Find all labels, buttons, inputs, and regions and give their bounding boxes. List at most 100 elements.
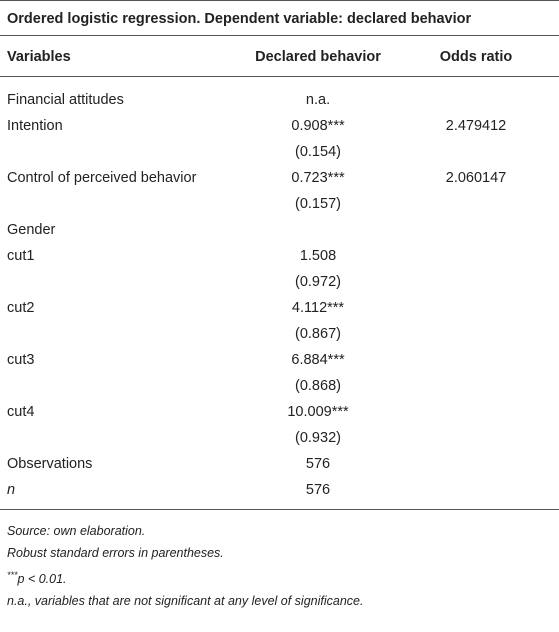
table-row: (0.868) bbox=[0, 373, 559, 399]
cell-text: 10.009*** bbox=[287, 404, 349, 420]
table-cell bbox=[393, 295, 559, 321]
table-row: (0.972) bbox=[0, 269, 559, 295]
table-row: cut3 6.884*** bbox=[0, 347, 559, 373]
table-cell: 0.723*** bbox=[243, 165, 393, 191]
cell-text: 2.479412 bbox=[445, 118, 507, 134]
table-row: Gender bbox=[0, 217, 559, 243]
column-header: Odds ratio bbox=[439, 49, 513, 65]
table-cell bbox=[0, 269, 243, 295]
table-cell: 6.884*** bbox=[243, 347, 393, 373]
table-cell: Gender bbox=[0, 217, 243, 243]
cell-text: Intention bbox=[7, 118, 63, 134]
table-cell bbox=[393, 269, 559, 295]
table-cell: Intention bbox=[0, 113, 243, 139]
cell-text: 4.112*** bbox=[291, 300, 345, 316]
footnote-text: n.a., variables that are not significant… bbox=[7, 594, 364, 609]
table-cell: n bbox=[0, 477, 243, 510]
table-title: Ordered logistic regression. Dependent v… bbox=[0, 0, 559, 36]
table-cell: Observations bbox=[0, 451, 243, 477]
footnote-text: Robust standard errors in parentheses. bbox=[7, 546, 224, 560]
cell-text: (0.867) bbox=[295, 326, 341, 342]
footnotes: Source: own elaboration. Robust standard … bbox=[0, 510, 559, 612]
table-cell: n.a. bbox=[243, 77, 393, 114]
cell-text: Control of perceived behavior bbox=[7, 170, 197, 186]
table-cell bbox=[393, 191, 559, 217]
cell-text: Financial attitudes bbox=[7, 92, 124, 108]
table-row: (0.867) bbox=[0, 321, 559, 347]
cell-text: 0.723*** bbox=[291, 170, 345, 186]
footnote-text: p < 0.01. bbox=[17, 572, 67, 587]
table-cell: 0.908*** bbox=[243, 113, 393, 139]
table-cell bbox=[0, 139, 243, 165]
cell-text: n.a. bbox=[305, 92, 331, 108]
table: Variables Declared behavior Odds ratio Fin… bbox=[0, 36, 559, 510]
cell-text: (0.157) bbox=[295, 196, 341, 212]
table-cell: cut2 bbox=[0, 295, 243, 321]
table-cell: (0.154) bbox=[243, 139, 393, 165]
table-cell: 10.009*** bbox=[243, 399, 393, 425]
table-cell bbox=[393, 477, 559, 510]
table-cell bbox=[393, 217, 559, 243]
cell-text: cut4 bbox=[7, 404, 35, 420]
table-cell: 2.060147 bbox=[393, 165, 559, 191]
footnote: n.a., variables that are not significant… bbox=[7, 590, 559, 612]
table-cell bbox=[393, 139, 559, 165]
table-row: (0.157) bbox=[0, 191, 559, 217]
cell-text: 1.508 bbox=[299, 248, 337, 264]
cell-text: 576 bbox=[305, 456, 331, 472]
table-cell: (0.972) bbox=[243, 269, 393, 295]
table-cell bbox=[0, 425, 243, 451]
table-cell: (0.868) bbox=[243, 373, 393, 399]
cell-text: cut3 bbox=[7, 352, 35, 368]
table-cell: cut4 bbox=[0, 399, 243, 425]
cell-text: 0.908*** bbox=[291, 118, 345, 134]
column-header: Declared behavior bbox=[255, 49, 381, 65]
table-cell: (0.157) bbox=[243, 191, 393, 217]
table-row: Intention 0.908*** 2.479412 bbox=[0, 113, 559, 139]
column-header: Variables bbox=[7, 49, 71, 65]
table-cell: (0.932) bbox=[243, 425, 393, 451]
footnote: Robust standard errors in parentheses. bbox=[7, 542, 559, 564]
table-cell: 2.479412 bbox=[393, 113, 559, 139]
table-cell: cut1 bbox=[0, 243, 243, 269]
table-row: (0.154) bbox=[0, 139, 559, 165]
table-cell bbox=[393, 373, 559, 399]
cell-text: Gender bbox=[7, 222, 56, 238]
cell-text: cut2 bbox=[7, 300, 35, 316]
cell-text: (0.932) bbox=[295, 430, 341, 446]
table-row: cut2 4.112*** bbox=[0, 295, 559, 321]
table-cell bbox=[393, 243, 559, 269]
table-cell: Financial attitudes bbox=[0, 77, 243, 114]
footnote: Source: own elaboration. bbox=[7, 520, 559, 542]
footnote-text: Source: own elaboration. bbox=[7, 524, 146, 538]
table-cell bbox=[393, 425, 559, 451]
table-cell bbox=[393, 77, 559, 114]
footnote: ***p < 0.01. bbox=[7, 564, 559, 590]
table-cell bbox=[393, 399, 559, 425]
table-row: n 576 bbox=[0, 477, 559, 510]
table-cell bbox=[393, 451, 559, 477]
cell-text: (0.154) bbox=[295, 144, 341, 160]
table-cell: 576 bbox=[243, 477, 393, 510]
table-cell: 4.112*** bbox=[243, 295, 393, 321]
table-cell bbox=[0, 373, 243, 399]
cell-text: Observations bbox=[7, 456, 93, 472]
cell-text: n bbox=[7, 482, 16, 498]
footnote-superscript: *** bbox=[7, 570, 18, 580]
table-cell: cut3 bbox=[0, 347, 243, 373]
table-cell: (0.867) bbox=[243, 321, 393, 347]
table-cell bbox=[243, 217, 393, 243]
table-row: cut1 1.508 bbox=[0, 243, 559, 269]
table-body: Financial attitudes n.a. Intention 0.908***… bbox=[0, 77, 559, 510]
cell-text: (0.972) bbox=[295, 274, 341, 290]
table-row: cut4 10.009*** bbox=[0, 399, 559, 425]
table-cell: 1.508 bbox=[243, 243, 393, 269]
table-cell: Control of perceived behavior bbox=[0, 165, 243, 191]
cell-text: 2.060147 bbox=[445, 170, 507, 186]
table-row: (0.932) bbox=[0, 425, 559, 451]
cell-text: (0.868) bbox=[295, 378, 341, 394]
table-row: Observations 576 bbox=[0, 451, 559, 477]
table-row: Financial attitudes n.a. bbox=[0, 77, 559, 114]
table-cell bbox=[0, 321, 243, 347]
